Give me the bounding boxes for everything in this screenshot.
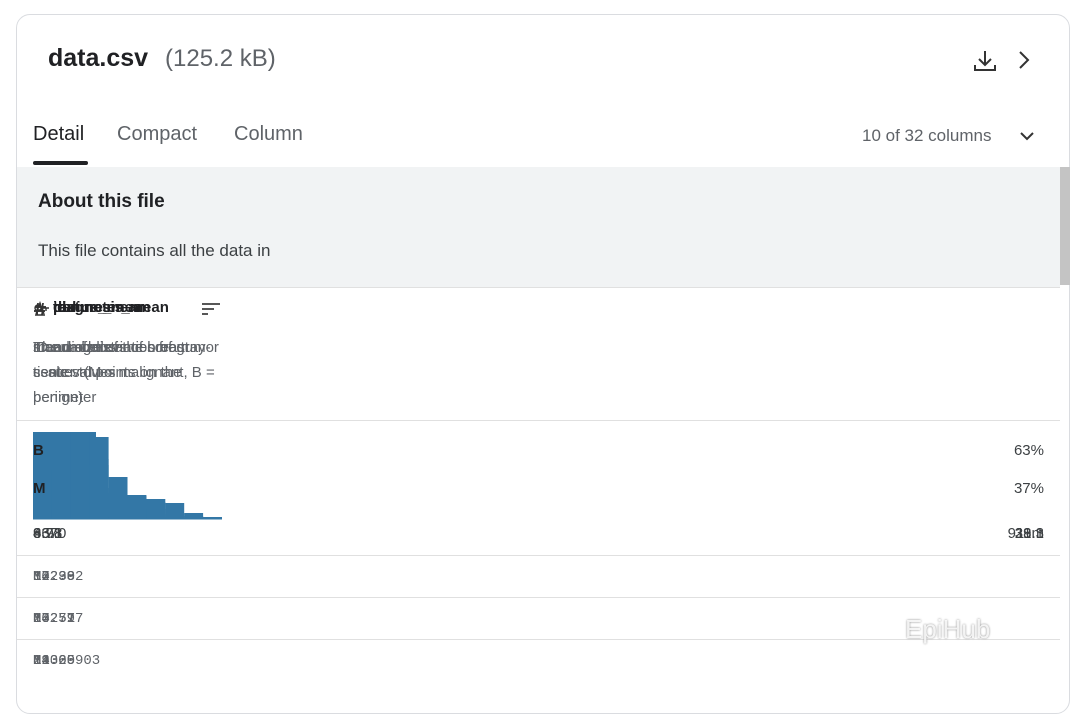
column-description: mean of distances from center to points … <box>33 339 189 406</box>
column-description: standard deviation of gray-scale values <box>33 339 211 381</box>
range-min: 43.8 <box>33 525 63 542</box>
histogram-bar <box>165 503 185 519</box>
table-cell: 17.99 <box>33 569 76 585</box>
range-max: 39.3 <box>1014 525 1044 542</box>
column-name: texture_mean <box>53 299 151 316</box>
tab[interactable]: Compact <box>117 123 198 145</box>
column-name: perimeter_mean <box>53 299 169 316</box>
table-cell: 20.57 <box>33 611 76 627</box>
table-cell: 10.38 <box>33 569 76 585</box>
column-description: mean size of the core tumor <box>33 339 219 356</box>
data-table: id ID number 8670 911m 842302 842517 84300903 d… <box>17 287 1060 681</box>
table-cell: M <box>33 611 42 627</box>
histogram <box>33 432 222 520</box>
tab[interactable]: Column <box>234 123 303 145</box>
histogram-bar <box>184 513 204 519</box>
header-icons[interactable] <box>972 48 1042 74</box>
column-description: ID number <box>33 339 104 356</box>
histogram-bar <box>108 488 128 519</box>
category-share: 63% <box>1013 442 1044 459</box>
category-share: 37% <box>1013 480 1044 497</box>
table-cell: 132.9 <box>33 611 76 627</box>
type-icon <box>34 302 46 316</box>
histogram-bar <box>203 517 222 519</box>
table-cell: 842517 <box>33 611 84 627</box>
range-min: 9.71 <box>33 525 63 542</box>
category-label: M <box>33 480 46 497</box>
table-cell: M <box>33 569 42 585</box>
table-cell: 122.8 <box>33 569 76 585</box>
category-label: B <box>33 442 44 459</box>
range-max: 28.1 <box>1014 525 1044 542</box>
range-min: 8670 <box>33 525 67 542</box>
histogram-bar <box>33 512 52 519</box>
icon <box>34 302 46 316</box>
about-title: About this file <box>38 191 165 212</box>
table-cell: M <box>33 653 42 669</box>
tab-underline <box>33 161 88 165</box>
row-divider <box>17 597 1060 598</box>
table-cell: 84300903 <box>33 653 101 669</box>
column-name: diagnosis <box>53 299 124 316</box>
histogram-bar <box>127 495 147 519</box>
row-divider <box>17 639 1060 640</box>
table-cell: 21.25 <box>33 653 76 669</box>
histogram-bar <box>51 477 71 519</box>
column-description: The diagnosis of breast tissues (M = mal… <box>33 339 215 406</box>
row-divider <box>17 287 1060 288</box>
table-cell: 17.77 <box>33 611 76 627</box>
range-min: 6.98 <box>33 525 63 542</box>
histogram-bar <box>146 499 166 519</box>
table-cell: 842302 <box>33 569 84 585</box>
sort-icon <box>202 303 220 315</box>
range-max: 911m <box>1007 525 1044 542</box>
icon <box>202 303 220 315</box>
column-name: radius_mean <box>53 299 146 316</box>
column-name: id <box>53 299 67 316</box>
table-cell: 19.69 <box>33 653 76 669</box>
file-size: (125.2 kB) <box>165 45 276 72</box>
row-divider <box>17 420 1060 421</box>
chevron <box>1020 132 1034 141</box>
table-cell: 130 <box>33 653 59 669</box>
page: data.csv (125.2 kB) Detail Compact Colum… <box>16 14 1070 714</box>
histogram-bar <box>89 465 109 519</box>
file-title: data.csv <box>48 44 149 72</box>
watermark: EpiHub <box>905 614 991 644</box>
column-selector[interactable]: 10 of 32 columns <box>862 126 992 145</box>
tab[interactable]: Detail <box>33 123 85 145</box>
about-text: This file contains all the data in <box>38 241 271 260</box>
histogram-bar <box>70 432 90 519</box>
row-divider <box>17 555 1060 556</box>
scrollbar[interactable] <box>1060 167 1070 285</box>
about-section: About this file This file contains all t… <box>17 167 1060 287</box>
